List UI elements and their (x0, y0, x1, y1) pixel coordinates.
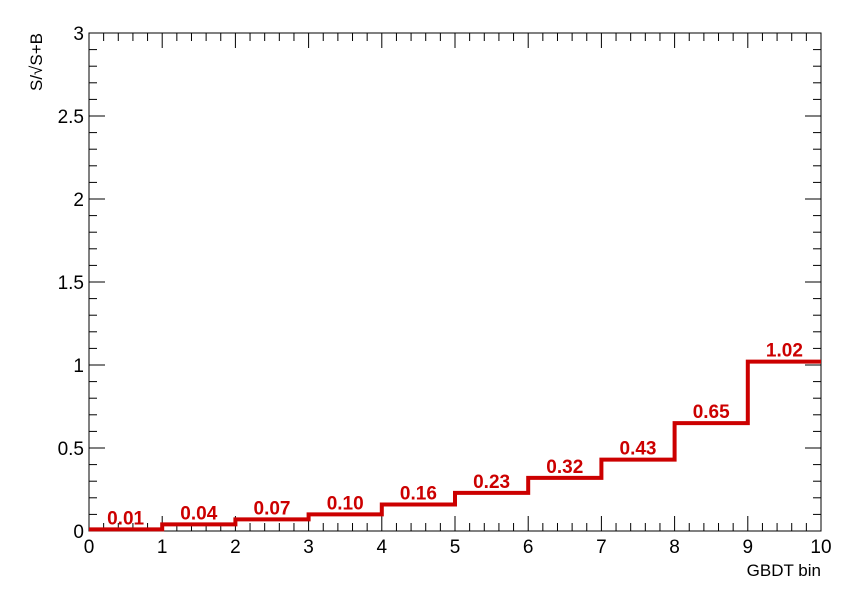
y-tick-label: 3 (73, 24, 84, 45)
x-tick-label: 5 (450, 537, 461, 558)
x-tick-label: 6 (523, 537, 534, 558)
bin-value-label: 0.01 (107, 508, 144, 529)
x-tick-label: 3 (303, 537, 314, 558)
y-axis-title: S/√S+B (27, 33, 46, 91)
x-axis-ticks: 0 1 2 3 4 5 6 7 8 9 10 (84, 33, 832, 558)
y-tick-label: 2 (73, 190, 84, 211)
x-axis-title: GBDT bin (747, 561, 821, 580)
x-tick-label: 7 (596, 537, 607, 558)
y-tick-label: 0.5 (58, 439, 84, 460)
x-tick-label: 10 (810, 537, 831, 558)
x-tick-label: 9 (743, 537, 754, 558)
step-histogram-line (89, 359, 821, 532)
bin-value-label: 0.43 (620, 439, 657, 460)
bin-value-label: 0.65 (693, 402, 730, 423)
bin-value-label: 0.16 (400, 483, 437, 504)
bin-value-labels: 0.01 0.04 0.07 0.10 0.16 0.23 0.32 0.43 0.65 1.02 (107, 341, 803, 530)
x-tick-label: 1 (157, 537, 168, 558)
bin-value-label: 0.23 (473, 472, 510, 493)
bin-value-label: 0.10 (327, 493, 364, 514)
x-tick-label: 2 (230, 537, 241, 558)
x-tick-label: 4 (377, 537, 388, 558)
plot-frame (88, 32, 822, 532)
y-tick-label: 2.5 (58, 107, 84, 128)
y-tick-label: 1.5 (58, 273, 84, 294)
bin-value-label: 0.32 (546, 457, 583, 478)
bin-value-label: 1.02 (766, 341, 803, 362)
y-axis-ticks: 0 0.5 1 1.5 2 2.5 3 (58, 24, 821, 543)
x-tick-label: 8 (669, 537, 680, 558)
bin-value-label: 0.07 (254, 498, 291, 519)
bin-value-label: 0.04 (180, 503, 217, 524)
y-tick-label: 0 (73, 522, 84, 543)
y-tick-label: 1 (73, 356, 84, 377)
x-tick-label: 0 (84, 537, 95, 558)
